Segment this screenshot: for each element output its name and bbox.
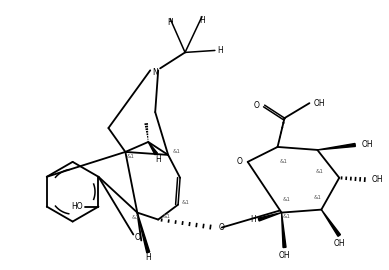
Text: O: O — [254, 101, 259, 110]
Text: OH: OH — [333, 239, 345, 248]
Text: H: H — [199, 16, 205, 25]
Text: H: H — [145, 253, 151, 262]
Text: H: H — [250, 215, 256, 224]
Polygon shape — [282, 212, 286, 248]
Polygon shape — [321, 210, 340, 236]
Text: N: N — [152, 68, 158, 77]
Text: &1: &1 — [126, 154, 134, 159]
Text: OH: OH — [361, 140, 373, 150]
Text: OH: OH — [314, 99, 325, 108]
Text: OH: OH — [279, 251, 290, 260]
Polygon shape — [137, 212, 150, 253]
Text: &1: &1 — [282, 197, 291, 202]
Polygon shape — [317, 143, 356, 150]
Text: &1: &1 — [282, 214, 291, 219]
Text: O: O — [219, 223, 225, 232]
Text: &1: &1 — [280, 159, 287, 164]
Text: &1: &1 — [172, 149, 180, 154]
Text: &1: &1 — [182, 200, 190, 205]
Text: H: H — [155, 155, 161, 164]
Text: &1: &1 — [314, 195, 321, 200]
Text: H: H — [167, 18, 173, 27]
Text: HO: HO — [71, 202, 82, 211]
Text: OH: OH — [371, 175, 383, 184]
Text: &1: &1 — [131, 215, 139, 220]
Text: O: O — [237, 157, 243, 166]
Polygon shape — [258, 212, 282, 221]
Text: H: H — [217, 46, 223, 55]
Text: &1: &1 — [162, 214, 170, 219]
Text: O: O — [134, 233, 140, 242]
Polygon shape — [148, 142, 158, 155]
Text: &1: &1 — [315, 169, 323, 174]
